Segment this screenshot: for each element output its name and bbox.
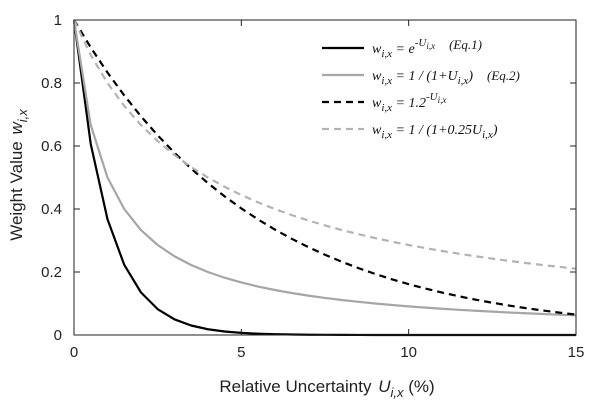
y-tick-label: 1 xyxy=(54,12,62,29)
y-axis-label: Weight Value wi,x xyxy=(7,109,30,241)
legend-entry-4: wi,x = 1 / (1+0.25Ui,x) xyxy=(322,123,498,141)
legend-label: wi,x = e-Ui,x (Eq.1) xyxy=(372,37,482,60)
legend-label: wi,x = 1 / (1+Ui,x) (Eq.2) xyxy=(372,68,520,87)
x-axis-label-suffix: (%) xyxy=(403,377,434,396)
plot-area xyxy=(74,20,576,335)
y-tick-label: 0.2 xyxy=(41,264,62,281)
x-tick-label: 15 xyxy=(568,344,585,361)
legend-entry-3: wi,x = 1.2-Ui,x xyxy=(322,91,446,114)
x-axis-label-subscript: i,x xyxy=(390,385,404,400)
legend-entry-2: wi,x = 1 / (1+Ui,x) (Eq.2) xyxy=(322,68,520,87)
plot-background xyxy=(74,20,576,335)
legend-entry-1: wi,x = e-Ui,x (Eq.1) xyxy=(322,37,482,60)
x-tick-label: 10 xyxy=(400,344,417,361)
y-axis-label-subscript: i,x xyxy=(15,109,30,123)
plot-frame xyxy=(73,19,577,336)
y-tick-label: 0 xyxy=(54,327,62,344)
legend: wi,x = e-Ui,x (Eq.1) wi,x = 1 / (1+Ui,x) (E… xyxy=(322,37,520,141)
y-tick-label: 0.4 xyxy=(41,201,62,218)
axes-layer: 0 5 10 15 0 0.2 0.4 0.6 0.8 1 xyxy=(41,12,584,361)
x-axis-label-main: Relative Uncertainty xyxy=(219,377,376,396)
y-tick-label: 0.6 xyxy=(41,138,62,155)
legend-label: wi,x = 1.2-Ui,x xyxy=(372,91,446,114)
y-tick-label: 0.8 xyxy=(41,75,62,92)
series-line-4 xyxy=(73,19,577,270)
legend-label: wi,x = 1 / (1+0.25Ui,x) xyxy=(372,123,498,141)
x-tick-label: 0 xyxy=(70,344,78,361)
y-axis-label-symbol: w xyxy=(7,121,26,135)
x-axis-label-symbol: U xyxy=(378,377,391,396)
series-line-2 xyxy=(72,19,577,317)
x-axis-label: Relative Uncertainty Ui,x (%) xyxy=(219,377,434,400)
series-line-3 xyxy=(73,19,577,316)
x-tick-label: 5 xyxy=(237,344,245,361)
y-axis-label-main: Weight Value xyxy=(7,137,26,241)
